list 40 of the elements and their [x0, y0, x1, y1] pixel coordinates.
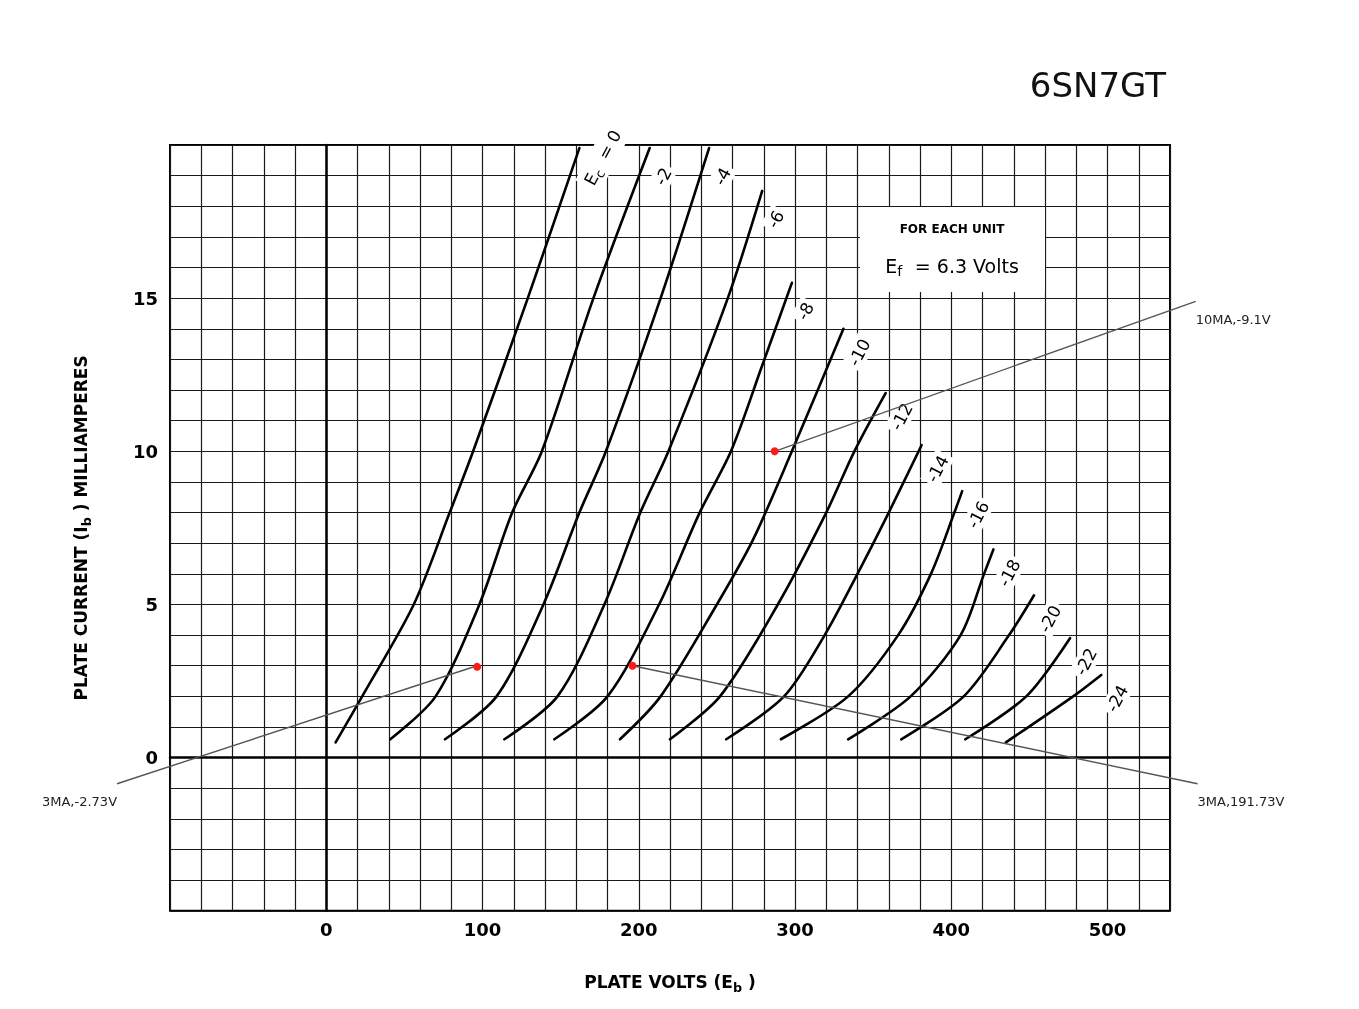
- x-tick-label: 300: [776, 919, 814, 941]
- text: -12: [886, 399, 917, 434]
- text: Ec = 0: [579, 126, 626, 189]
- line-series: [503, 189, 764, 741]
- text: -14: [922, 451, 953, 486]
- chart-title: 6SN7GT: [1029, 65, 1167, 105]
- annotation: 10MA,-9.1V: [1195, 311, 1271, 327]
- x-tick-label: 500: [1088, 919, 1127, 941]
- line-series: [334, 146, 581, 744]
- text: -8: [792, 299, 818, 324]
- line-series: [553, 281, 794, 741]
- line-series: [779, 489, 964, 741]
- annotation: FOR EACH UNIT: [899, 222, 1006, 236]
- annotation: 3MA,191.73V: [1197, 794, 1285, 810]
- text: -18: [993, 555, 1025, 590]
- text: -16: [962, 497, 994, 532]
- annotation: 3MA,-2.73V: [41, 794, 118, 810]
- text: -22: [1070, 644, 1102, 679]
- text: -10: [843, 335, 875, 370]
- x-tick-label: 0: [319, 919, 333, 941]
- y-tick-label: 0: [145, 747, 158, 769]
- y-axis-title: PLATE CURRENT (Ib) MILLIAMPERES: [71, 355, 94, 701]
- line-series: [389, 146, 651, 741]
- line-series: [846, 548, 995, 741]
- text: -4: [709, 164, 736, 189]
- y-tick-label: 5: [145, 593, 158, 615]
- text: -6: [762, 207, 789, 232]
- x-tick-label: 200: [619, 919, 658, 941]
- text: -24: [1101, 681, 1133, 716]
- y-tick-label: 10: [132, 440, 158, 462]
- line-series: [899, 593, 1036, 741]
- text: -2: [650, 164, 676, 189]
- line-series: [618, 327, 845, 741]
- text: -20: [1034, 601, 1066, 636]
- y-tick-label: 15: [132, 287, 158, 309]
- line-series: [724, 443, 923, 741]
- line-series: [443, 146, 711, 741]
- x-tick-label: 100: [463, 919, 502, 941]
- x-tick-label: 400: [932, 919, 971, 941]
- line-series: [668, 391, 887, 741]
